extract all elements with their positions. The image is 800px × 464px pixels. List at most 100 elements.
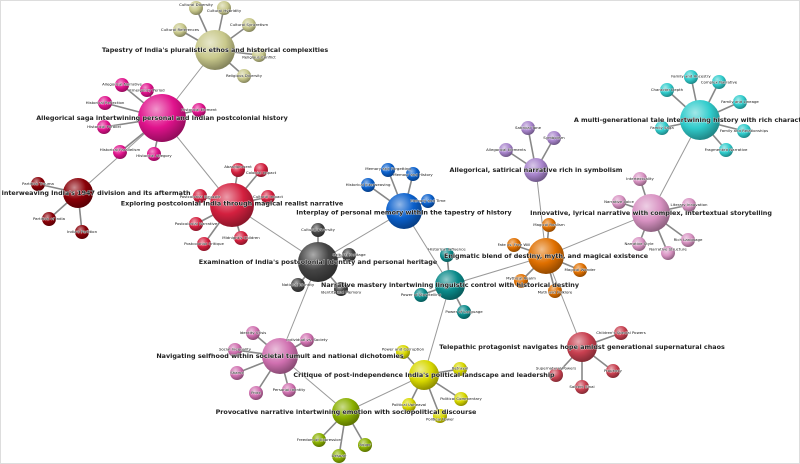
leaf-bubble[interactable]: [457, 305, 471, 319]
leaf-label: India's Partition: [67, 229, 98, 234]
leaf-bubble[interactable]: [31, 177, 45, 191]
leaf-bubble[interactable]: [712, 75, 726, 89]
leaf-bubble[interactable]: [612, 195, 626, 209]
leaf-bubble[interactable]: [547, 131, 561, 145]
leaf-bubble[interactable]: [189, 217, 203, 231]
leaf-bubble[interactable]: [719, 143, 733, 157]
leaf-bubble[interactable]: [737, 124, 751, 138]
hub-bubble[interactable]: [298, 242, 338, 282]
hub-bubble[interactable]: [409, 360, 439, 390]
leaf-label: Narrative Style: [624, 241, 654, 246]
leaf-bubble[interactable]: [242, 18, 256, 32]
leaf-bubble[interactable]: [396, 345, 410, 359]
leaf-bubble[interactable]: [454, 392, 468, 406]
leaf-bubble[interactable]: [231, 163, 245, 177]
leaf-bubble[interactable]: [733, 95, 747, 109]
leaf-bubble[interactable]: [633, 172, 647, 186]
leaf-bubble[interactable]: [217, 1, 231, 15]
leaf-bubble[interactable]: [632, 237, 646, 251]
leaf-bubble[interactable]: [311, 223, 325, 237]
leaf-bubble[interactable]: [406, 167, 420, 181]
leaf-bubble[interactable]: [499, 143, 513, 157]
leaf-bubble[interactable]: [421, 194, 435, 208]
leaf-label: Satirical Tone: [515, 125, 542, 130]
leaf-bubble[interactable]: [249, 386, 263, 400]
leaf-bubble[interactable]: [402, 398, 416, 412]
hub-bubble[interactable]: [63, 178, 93, 208]
leaf-bubble[interactable]: [661, 246, 675, 260]
leaf-bubble[interactable]: [312, 433, 326, 447]
leaf-bubble[interactable]: [193, 189, 207, 203]
leaf-bubble[interactable]: [684, 70, 698, 84]
leaf-bubble[interactable]: [42, 212, 56, 226]
hub-label: Allegorical saga intertwining personal a…: [36, 114, 288, 122]
hub-bubble[interactable]: [524, 158, 548, 182]
leaf-bubble[interactable]: [358, 438, 372, 452]
leaf-bubble[interactable]: [681, 233, 695, 247]
leaf-bubble[interactable]: [228, 343, 242, 357]
leaf-bubble[interactable]: [660, 83, 674, 97]
leaf-bubble[interactable]: [291, 278, 305, 292]
leaf-bubble[interactable]: [614, 326, 628, 340]
leaf-bubble[interactable]: [606, 364, 620, 378]
leaf-bubble[interactable]: [140, 83, 154, 97]
hub-bubble[interactable]: [567, 332, 597, 362]
leaf-bubble[interactable]: [414, 288, 428, 302]
leaf-bubble[interactable]: [453, 362, 467, 376]
hub-bubble[interactable]: [632, 194, 670, 232]
cluster-provocative-narrative-intertwining-emoti: [312, 398, 372, 463]
leaf-bubble[interactable]: [113, 145, 127, 159]
hub-bubble[interactable]: [262, 338, 298, 374]
leaf-bubble[interactable]: [548, 284, 562, 298]
hub-bubble[interactable]: [138, 94, 186, 142]
leaf-label: Identity and Memory: [321, 290, 362, 295]
hub-bubble[interactable]: [195, 30, 235, 70]
leaf-bubble[interactable]: [549, 368, 563, 382]
leaf-bubble[interactable]: [440, 248, 454, 262]
leaf-bubble[interactable]: [173, 23, 187, 37]
leaf-bubble[interactable]: [514, 274, 528, 288]
leaf-bubble[interactable]: [655, 121, 669, 135]
leaf-bubble[interactable]: [521, 121, 535, 135]
leaf-bubble[interactable]: [573, 263, 587, 277]
leaf-bubble[interactable]: [98, 96, 112, 110]
leaf-bubble[interactable]: [254, 163, 268, 177]
leaf-label: Fragmented Narrative: [705, 147, 748, 152]
leaf-bubble[interactable]: [192, 103, 206, 117]
leaf-bubble[interactable]: [575, 380, 589, 394]
leaf-bubble[interactable]: [230, 366, 244, 380]
leaf-label: Cultural Syncretism: [230, 22, 268, 27]
leaf-label: Identity Crisis: [240, 330, 267, 335]
leaf-bubble[interactable]: [682, 198, 696, 212]
leaf-bubble[interactable]: [507, 238, 521, 252]
leaf-bubble[interactable]: [542, 218, 556, 232]
hub-bubble[interactable]: [528, 238, 564, 274]
leaf-bubble[interactable]: [237, 69, 251, 83]
leaf-bubble[interactable]: [97, 120, 111, 134]
leaf-bubble[interactable]: [361, 178, 375, 192]
leaf-bubble[interactable]: [252, 48, 266, 62]
leaf-bubble[interactable]: [147, 147, 161, 161]
hub-bubble[interactable]: [680, 100, 720, 140]
leaf-bubble[interactable]: [334, 282, 348, 296]
leaf-bubble[interactable]: [381, 163, 395, 177]
leaf-bubble[interactable]: [234, 231, 248, 245]
leaf-bubble[interactable]: [282, 383, 296, 397]
leaf-bubble[interactable]: [189, 1, 203, 15]
leaf-bubble[interactable]: [197, 237, 211, 251]
hub-label: Exploring postcolonial India through mag…: [121, 200, 344, 208]
leaf-bubble[interactable]: [261, 190, 275, 204]
hub-bubble[interactable]: [386, 193, 422, 229]
leaf-bubble[interactable]: [342, 248, 356, 262]
leaf-bubble[interactable]: [433, 409, 447, 423]
leaf-bubble[interactable]: [75, 225, 89, 239]
leaf-bubble[interactable]: [300, 333, 314, 347]
hub-bubble[interactable]: [332, 398, 360, 426]
leaf-bubble[interactable]: [246, 326, 260, 340]
hub-bubble[interactable]: [435, 270, 465, 300]
leaf-bubble[interactable]: [332, 449, 346, 463]
hub-bubble[interactable]: [210, 183, 254, 227]
leaf-bubble[interactable]: [115, 78, 129, 92]
leaf-label: Cultural Hybridity: [207, 8, 242, 13]
